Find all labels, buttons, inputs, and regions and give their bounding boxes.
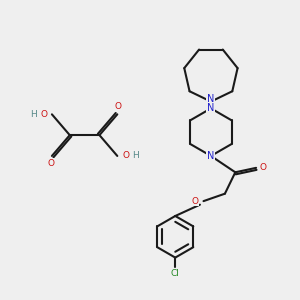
Text: N: N (207, 103, 214, 113)
Text: H: H (132, 152, 139, 160)
Text: N: N (207, 151, 214, 161)
Text: O: O (192, 196, 199, 206)
Text: H: H (30, 110, 37, 119)
Text: O: O (48, 159, 55, 168)
Text: Cl: Cl (171, 269, 180, 278)
Text: O: O (114, 102, 122, 111)
Text: N: N (207, 94, 214, 104)
Text: O: O (40, 110, 47, 119)
Text: O: O (122, 152, 129, 160)
Text: O: O (260, 163, 266, 172)
